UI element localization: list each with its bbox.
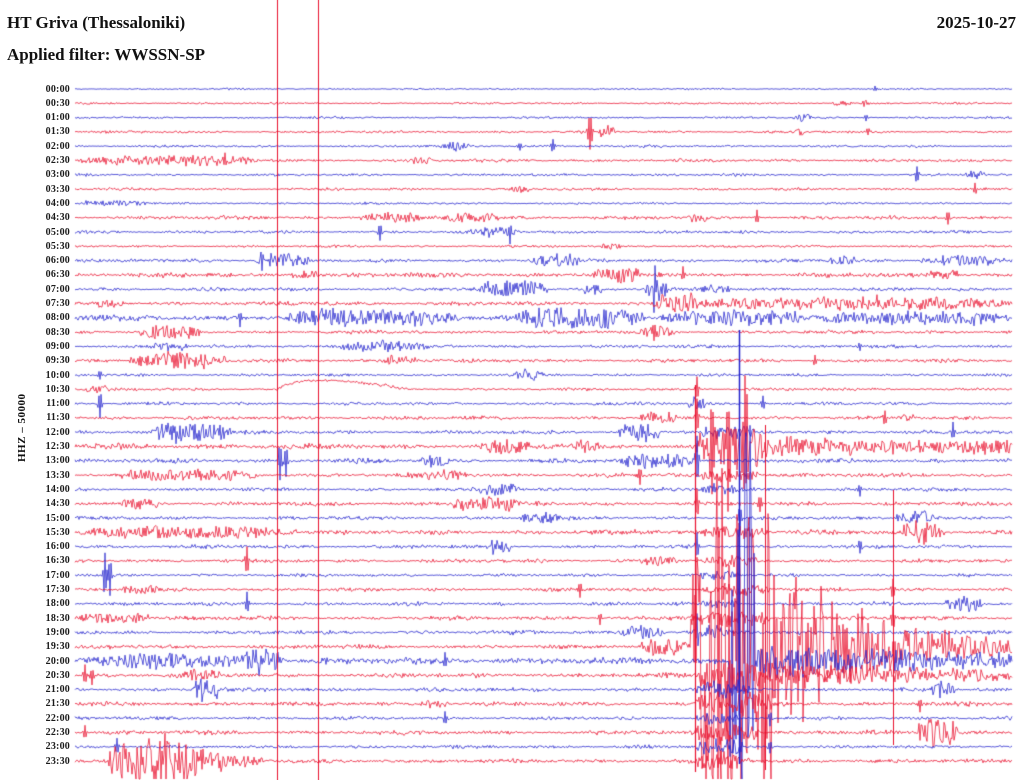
helicorder-page: HT Griva (Thessaloniki) Applied filter: … [0,0,1024,780]
helicorder-plot [0,0,1024,780]
